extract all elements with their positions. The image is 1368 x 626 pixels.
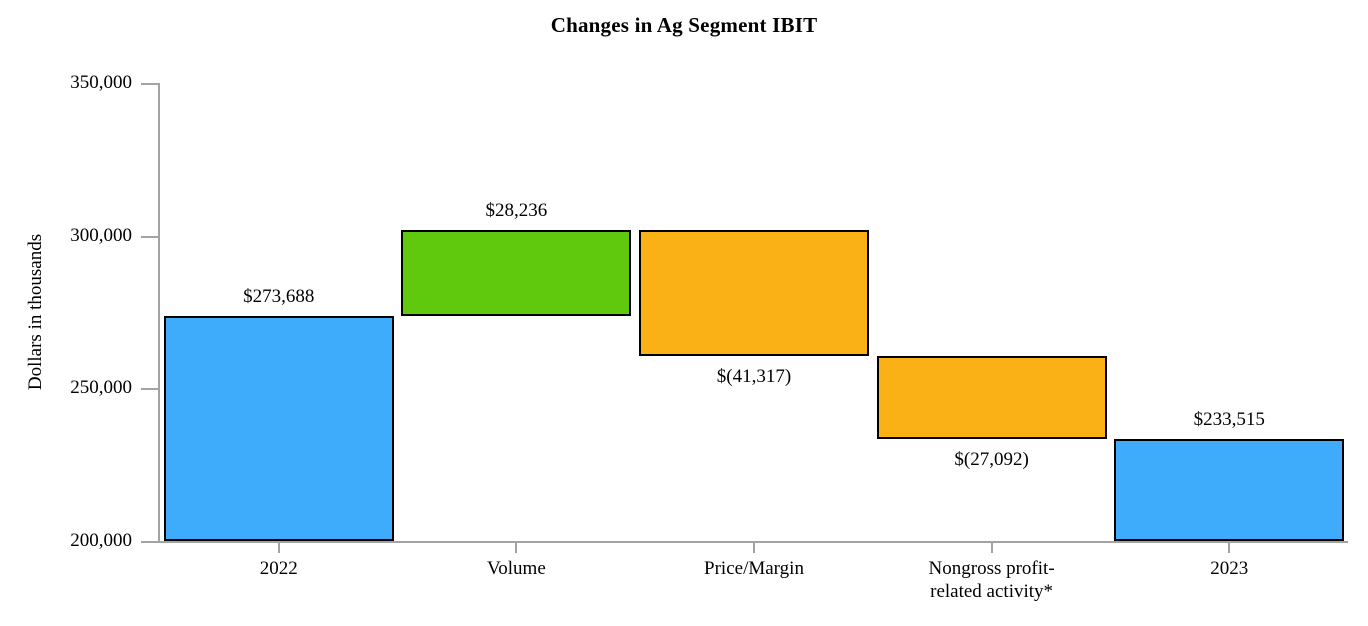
bar-value-label: $28,236 [485, 199, 548, 221]
y-axis-tick [141, 541, 158, 543]
y-tick-label: 300,000 [70, 224, 132, 246]
waterfall-bar-decrease-4 [876, 355, 1107, 439]
y-axis-tick [141, 83, 158, 85]
y-tick-label: 350,000 [70, 72, 132, 93]
bar-value-label: $233,515 [1193, 408, 1265, 430]
x-axis-tick [990, 543, 993, 553]
y-axis-line [158, 83, 160, 543]
y-tick-label: 250,000 [70, 377, 132, 399]
x-category-label: Price/Margin [704, 558, 804, 579]
y-axis-tick [141, 235, 158, 238]
x-axis-tick [1228, 543, 1231, 553]
x-category-label: 2023 [1210, 558, 1249, 579]
x-category-label: 2022 [259, 558, 298, 579]
x-axis-tick [515, 543, 518, 553]
x-axis-tick [277, 543, 280, 553]
waterfall-bar-total-5 [1114, 438, 1345, 541]
y-axis-tick [141, 388, 158, 391]
waterfall-bar-decrease-3 [639, 229, 869, 356]
chart-title: Changes in Ag Segment IBIT [550, 13, 818, 37]
bar-value-label: $273,688 [243, 286, 315, 307]
bar-value-label: $(41,317) [716, 365, 792, 387]
waterfall-bar-increase-2 [401, 229, 632, 316]
waterfall-bar-total-1 [163, 316, 394, 541]
x-axis-tick [753, 543, 755, 553]
x-axis-line [141, 541, 1348, 543]
bar-value-label: $(27,092) [954, 448, 1029, 470]
y-tick-label: 200,000 [70, 530, 132, 551]
x-category-label: Nongross profit- related activity* [928, 558, 1055, 602]
x-category-label: Volume [487, 558, 546, 579]
